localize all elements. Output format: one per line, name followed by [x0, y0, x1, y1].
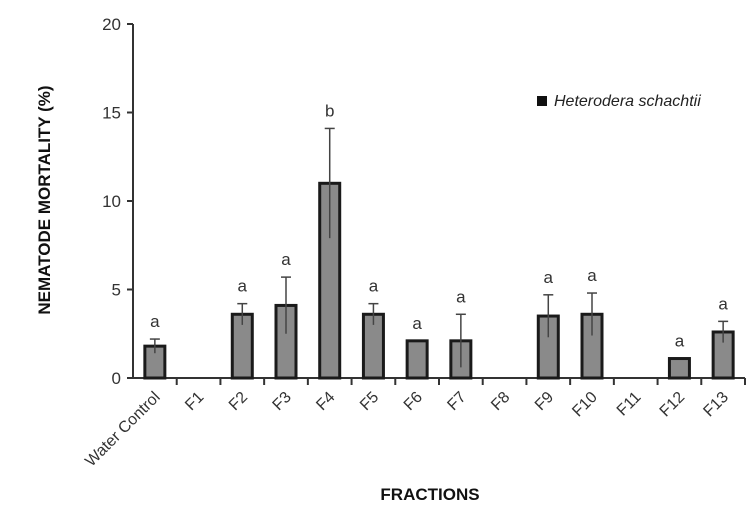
- x-tick-label: F12: [657, 389, 689, 421]
- significance-label: a: [718, 294, 728, 313]
- significance-label: a: [675, 332, 685, 351]
- bar: [667, 357, 691, 380]
- y-tick-label: 5: [112, 281, 121, 300]
- x-tick-label: F2: [226, 389, 251, 414]
- significance-label: a: [238, 277, 248, 296]
- significance-label: a: [587, 266, 597, 285]
- x-tick-label: F11: [614, 389, 645, 420]
- significance-label: a: [456, 287, 466, 306]
- x-tick-label: F7: [444, 389, 469, 414]
- x-tick-label: F5: [357, 389, 382, 414]
- significance-label: a: [150, 312, 160, 331]
- x-tick-label: F9: [532, 389, 557, 414]
- legend-marker: [537, 96, 547, 106]
- x-axis-title: FRACTIONS: [380, 485, 479, 504]
- x-tick-label: F13: [700, 389, 732, 421]
- x-tick-label: F8: [488, 389, 513, 414]
- x-axis-ticks: Water Control F1 F2 F3 F4 F5 F6 F7 F8 F9 F10 F11 F12…: [82, 378, 746, 470]
- bar: [405, 339, 429, 380]
- x-tick-label: F10: [569, 389, 601, 421]
- x-tick-label: F1: [182, 389, 207, 414]
- significance-label: a: [544, 268, 554, 287]
- x-tick-label: Water Control: [82, 389, 163, 470]
- x-tick-label: F6: [401, 389, 426, 414]
- y-tick-label: 20: [102, 15, 121, 34]
- significance-label: a: [412, 314, 422, 333]
- legend-label: Heterodera schachtii: [554, 93, 701, 110]
- y-tick-label: 0: [112, 369, 121, 388]
- legend: Heterodera schachtii: [537, 93, 701, 110]
- y-axis-ticks: 0 5 10 15 20: [102, 15, 133, 388]
- significance-label: a: [369, 277, 379, 296]
- x-tick-label: F3: [270, 389, 295, 414]
- y-tick-label: 15: [102, 104, 121, 123]
- significance-label: b: [325, 101, 334, 120]
- y-axis-title: NEMATODE MORTALITY (%): [35, 85, 54, 314]
- bars-group: a a a b a a a a a a a: [143, 101, 735, 380]
- significance-label: a: [281, 250, 291, 269]
- x-tick-label: F4: [313, 389, 338, 414]
- y-tick-label: 10: [102, 192, 121, 211]
